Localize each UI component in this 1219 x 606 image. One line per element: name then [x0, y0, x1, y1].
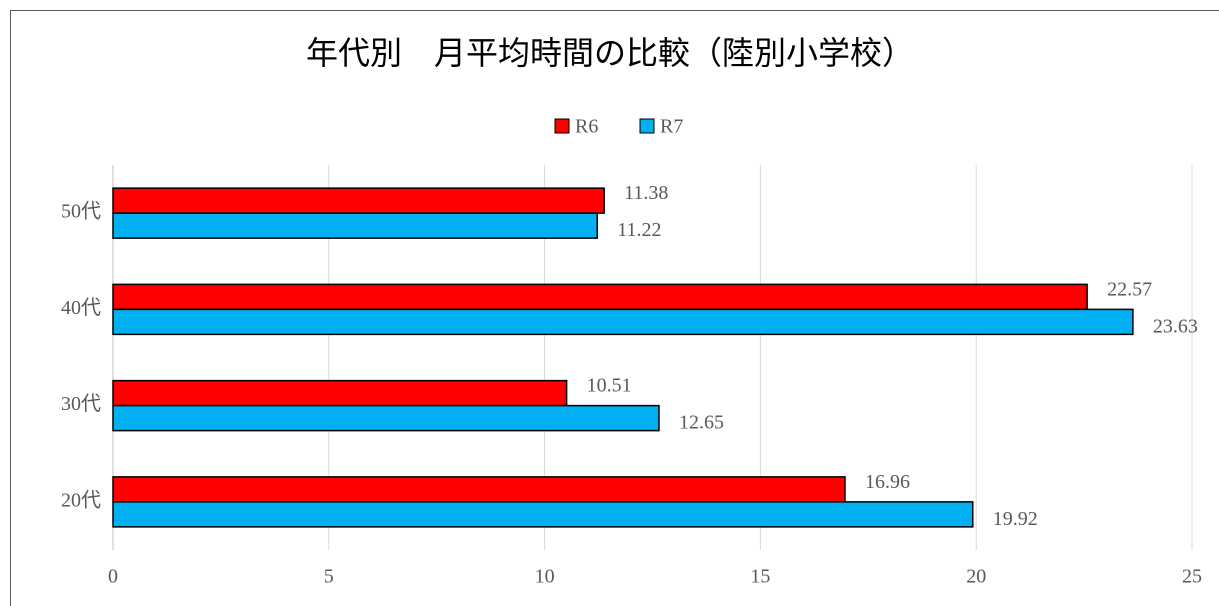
bar [112, 187, 605, 214]
x-tick-label: 5 [324, 566, 334, 588]
y-tick-label: 20代 [61, 488, 101, 511]
x-tick-label: 25 [1182, 566, 1202, 588]
data-label: 23.63 [1153, 315, 1198, 337]
x-tick-label: 10 [535, 566, 555, 588]
bar [112, 379, 568, 407]
chart-frame [10, 10, 1219, 606]
x-tick-label: 15 [750, 566, 770, 588]
data-label: 11.22 [617, 219, 661, 241]
data-label: 12.65 [679, 412, 724, 434]
y-tick-label: 50代 [61, 200, 101, 223]
y-tick-label: 40代 [61, 296, 101, 319]
bar [112, 283, 1088, 311]
chart-title: 年代別 月平均時間の比較（陸別小学校） [306, 34, 914, 72]
x-tick-label: 0 [108, 566, 118, 588]
bar [112, 212, 599, 239]
bar [112, 476, 846, 503]
data-label: 22.57 [1107, 278, 1152, 300]
bar [112, 404, 660, 432]
legend-label: R7 [660, 116, 683, 138]
legend-label: R6 [575, 116, 598, 138]
data-label: 10.51 [587, 375, 632, 397]
legend-swatch [554, 118, 570, 134]
legend-swatch [639, 118, 655, 134]
x-tick-label: 20 [966, 566, 986, 588]
bar [112, 308, 1134, 336]
data-label: 16.96 [865, 471, 910, 493]
y-tick-label: 30代 [61, 392, 101, 415]
bar [112, 501, 974, 528]
data-label: 19.92 [993, 508, 1038, 530]
data-label: 11.38 [624, 182, 668, 204]
